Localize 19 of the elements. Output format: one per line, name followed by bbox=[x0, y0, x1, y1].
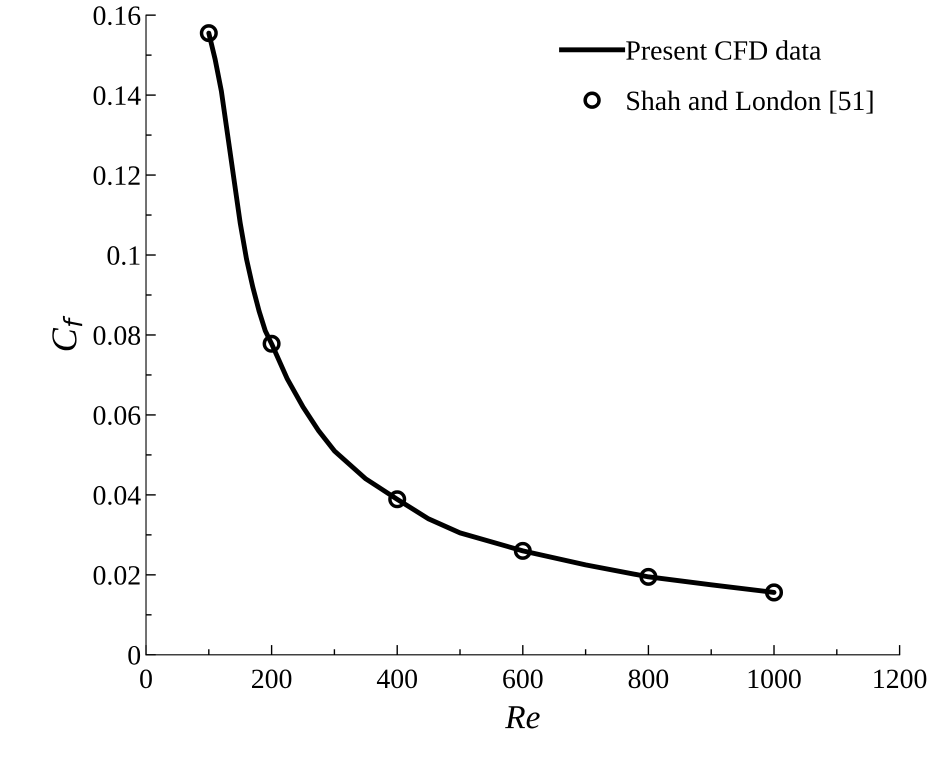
y-tick-label: 0.04 bbox=[94, 486, 141, 505]
y-tick-label: 0.1 bbox=[107, 246, 140, 266]
x-tick-label: 400 bbox=[376, 669, 417, 688]
x-tick-label: 1200 bbox=[874, 669, 926, 688]
y-axis-title: C$_{f}$ bbox=[52, 316, 82, 350]
x-tick-label: 800 bbox=[628, 669, 668, 688]
y-tick-label: 0.02 bbox=[94, 566, 140, 585]
y-tick-label: 0.14 bbox=[94, 86, 141, 106]
y-tick-label: 0.08 bbox=[94, 326, 140, 346]
y-tick-label: 0 bbox=[128, 646, 140, 665]
x-tick-label: 200 bbox=[252, 669, 292, 688]
y-tick-label: 0.12 bbox=[94, 166, 140, 186]
x-tick-label: 1000 bbox=[748, 669, 801, 688]
y-tick-label: 0.16 bbox=[94, 6, 140, 26]
x-tick-label: 600 bbox=[503, 669, 543, 688]
legend-label: Shah and London [51] bbox=[627, 90, 873, 114]
legend-label: Present CFD data bbox=[626, 40, 822, 60]
x-axis-title: Re bbox=[505, 706, 540, 728]
y-tick-label: 0.06 bbox=[94, 406, 140, 425]
